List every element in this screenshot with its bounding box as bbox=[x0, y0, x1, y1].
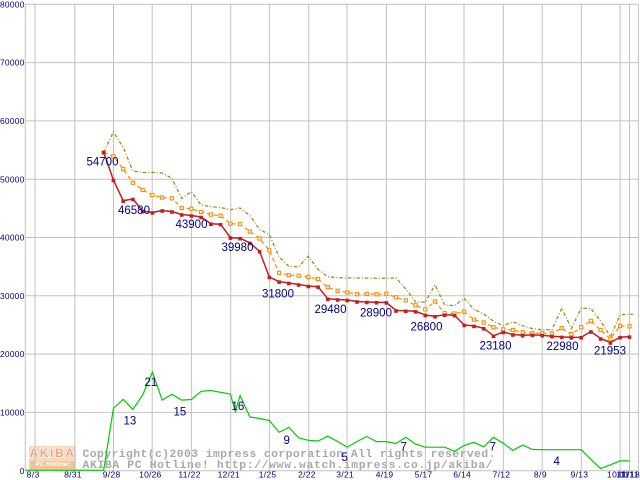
svg-text:29480: 29480 bbox=[315, 304, 347, 316]
svg-text:21: 21 bbox=[145, 377, 158, 389]
svg-text:20000: 20000 bbox=[0, 349, 25, 359]
svg-text:10/26: 10/26 bbox=[139, 470, 161, 480]
svg-text:AKIBA PC Hotline! http://www.: AKIBA PC Hotline! http://www.watch.impre… bbox=[83, 460, 493, 472]
svg-text:Copyright(c)2003 impress corpo: Copyright(c)2003 impress corporation All… bbox=[83, 449, 496, 461]
svg-text:5: 5 bbox=[342, 452, 348, 464]
svg-text:12/21: 12/21 bbox=[218, 470, 240, 480]
svg-text:8/9: 8/9 bbox=[534, 470, 547, 480]
svg-text:8/31: 8/31 bbox=[64, 470, 82, 480]
svg-text:54700: 54700 bbox=[87, 157, 119, 169]
svg-text:7: 7 bbox=[401, 442, 407, 454]
svg-text:0: 0 bbox=[20, 466, 25, 476]
svg-text:8/3: 8/3 bbox=[27, 470, 40, 480]
svg-text:39980: 39980 bbox=[222, 242, 254, 254]
svg-text:28900: 28900 bbox=[360, 308, 392, 320]
svg-text:11/11: 11/11 bbox=[616, 470, 638, 480]
svg-text:23180: 23180 bbox=[480, 341, 512, 353]
svg-text:46580: 46580 bbox=[118, 205, 150, 217]
svg-text:80000: 80000 bbox=[0, 0, 25, 9]
svg-text:10/11: 10/11 bbox=[607, 470, 629, 480]
svg-text:7: 7 bbox=[490, 442, 496, 454]
svg-text:9/13: 9/13 bbox=[571, 470, 589, 480]
svg-text:10000: 10000 bbox=[0, 408, 25, 418]
svg-text:30000: 30000 bbox=[0, 291, 25, 301]
svg-text:1/25: 1/25 bbox=[259, 470, 277, 480]
svg-text:11/22: 11/22 bbox=[178, 470, 200, 480]
svg-text:40000: 40000 bbox=[0, 233, 25, 243]
svg-text:4: 4 bbox=[554, 456, 561, 468]
svg-text:3/21: 3/21 bbox=[336, 470, 354, 480]
svg-text:15: 15 bbox=[174, 407, 187, 419]
svg-text:2/22: 2/22 bbox=[298, 470, 316, 480]
svg-text:9/28: 9/28 bbox=[103, 470, 121, 480]
svg-text:6/14: 6/14 bbox=[453, 470, 471, 480]
svg-text:16: 16 bbox=[232, 401, 245, 413]
svg-text:70000: 70000 bbox=[0, 58, 25, 68]
svg-text:50000: 50000 bbox=[0, 174, 25, 184]
svg-text:22980: 22980 bbox=[547, 341, 579, 353]
svg-text:13: 13 bbox=[124, 416, 137, 428]
svg-text:11/18: 11/18 bbox=[618, 470, 640, 480]
svg-text:60000: 60000 bbox=[0, 116, 25, 126]
svg-text:9: 9 bbox=[284, 435, 290, 447]
svg-text:7/12: 7/12 bbox=[493, 470, 511, 480]
svg-text:21953: 21953 bbox=[594, 346, 626, 358]
svg-text:26800: 26800 bbox=[411, 322, 443, 334]
svg-text:43900: 43900 bbox=[176, 219, 208, 231]
svg-text:5/17: 5/17 bbox=[415, 470, 433, 480]
svg-text:31800: 31800 bbox=[262, 289, 294, 301]
svg-text:4/19: 4/19 bbox=[376, 470, 394, 480]
